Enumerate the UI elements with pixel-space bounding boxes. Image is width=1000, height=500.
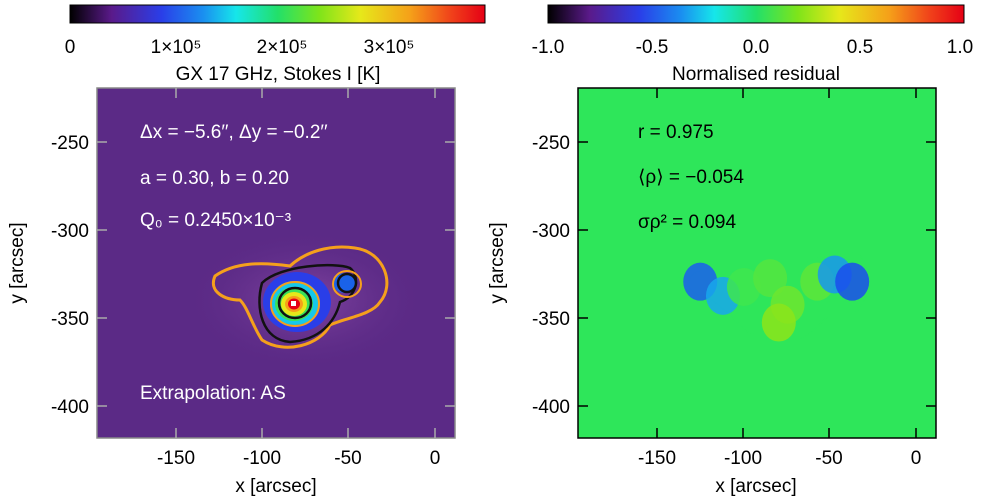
left-y-tick-label: -300 (51, 221, 89, 242)
left-secondary-contour (336, 272, 358, 294)
left-y-tick-label: -350 (51, 309, 89, 330)
left-black-contour (258, 263, 358, 344)
left-y-tick-label: -400 (51, 397, 89, 418)
right-y-tick-label: -250 (532, 133, 570, 154)
right-chart-title: Normalised residual (672, 64, 840, 85)
right-plot-frame (577, 87, 937, 439)
residual-cell (726, 267, 761, 306)
left-annotation-ab: a = 0.30, b = 0.20 (140, 168, 289, 189)
left-secondary-contour-orange (332, 270, 362, 298)
left-panel: 0 1×10⁵ 2×10⁵ 3×10⁵ GX 17 GHz, Stokes I … (7, 4, 486, 497)
right-x-tick-label: -50 (815, 448, 842, 469)
residual-cell (761, 303, 796, 342)
right-x-axis-label: x [arcsec] (715, 476, 796, 497)
right-colorbar (547, 4, 965, 24)
left-x-tick-label: 0 (430, 448, 441, 469)
left-x-ticks (175, 88, 436, 438)
left-x-axis-label: x [arcsec] (235, 476, 316, 497)
left-y-tick-label: -250 (51, 133, 89, 154)
left-colorbar-tick-label: 0 (65, 37, 76, 58)
right-panel: -1.0 -0.5 0.0 0.5 1.0 Normalised residua… (487, 4, 973, 497)
left-y-ticks (97, 141, 455, 407)
left-colorbar-tick-label: 2×10⁵ (257, 37, 308, 58)
left-annotation-q0: Q₀ = 0.2450×10⁻³ (140, 210, 291, 231)
right-y-axis-label: y [arcsec] (487, 222, 508, 303)
left-x-tick-label: -50 (334, 448, 361, 469)
right-residual-cells (683, 255, 870, 342)
residual-cell (753, 259, 788, 298)
left-x-tick-label: -100 (243, 448, 281, 469)
right-annotation-sigma: σρ² = 0.094 (638, 212, 736, 233)
left-plot-frame (96, 87, 456, 439)
right-x-ticks (656, 88, 917, 438)
left-colorbar (69, 4, 486, 24)
residual-cell (835, 262, 870, 301)
right-y-ticks (578, 141, 936, 407)
left-inner-contour-orange (270, 281, 320, 327)
right-colorbar-tick-label: 0.0 (743, 37, 769, 58)
left-outer-contour (211, 245, 389, 349)
right-x-tick-label: 0 (911, 448, 922, 469)
left-annotation-extrapolation: Extrapolation: AS (140, 383, 286, 404)
left-colorbar-tick-label: 1×10⁵ (151, 37, 202, 58)
right-image-background (578, 88, 936, 438)
left-y-axis-label: y [arcsec] (7, 222, 28, 303)
left-colorbar-tick-label: 3×10⁵ (364, 37, 415, 58)
right-y-tick-label: -400 (532, 397, 570, 418)
left-x-tick-label: -150 (157, 448, 195, 469)
right-colorbar-tick-label: -1.0 (532, 37, 565, 58)
right-y-tick-label: -350 (532, 309, 570, 330)
right-x-tick-label: -150 (638, 448, 676, 469)
right-colorbar-tick-label: 0.5 (847, 37, 873, 58)
left-annotation-shift: Δx = −5.6′′, Δy = −0.2′′ (140, 122, 328, 143)
right-annotation-mean-rho: ⟨ρ⟩ = −0.054 (638, 167, 744, 188)
right-annotation-r: r = 0.975 (638, 122, 714, 143)
left-inner-contour (277, 286, 313, 320)
left-chart-title: GX 17 GHz, Stokes I [K] (176, 64, 381, 85)
right-y-tick-label: -300 (532, 221, 570, 242)
left-peak-marker (291, 301, 296, 306)
right-colorbar-tick-label: 1.0 (947, 37, 973, 58)
right-colorbar-tick-label: -0.5 (636, 37, 669, 58)
right-x-tick-label: -100 (724, 448, 762, 469)
